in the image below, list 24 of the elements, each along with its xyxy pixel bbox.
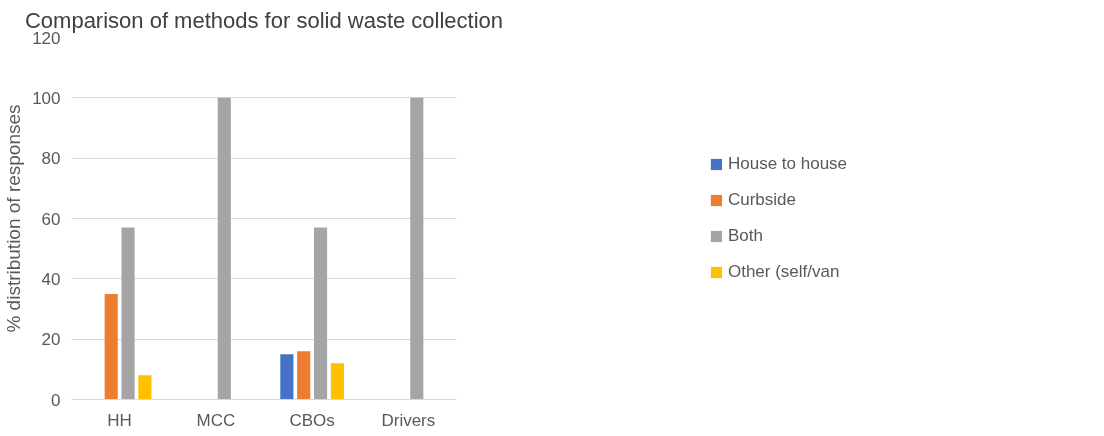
legend-label: Other (self/van [727, 262, 840, 282]
bar [138, 375, 152, 400]
y-tick-label: 40 [41, 269, 61, 289]
legend-label: House to house [727, 154, 848, 174]
x-tick-label: MCC [196, 410, 236, 430]
x-tick-label: CBOs [289, 410, 335, 430]
bar [104, 293, 118, 400]
bar [217, 97, 231, 400]
bar [280, 354, 294, 400]
legend-label: Curbside [727, 190, 796, 210]
y-tick-label: 0 [51, 390, 61, 410]
y-tick-label: 20 [41, 330, 61, 350]
bar [121, 227, 135, 400]
y-tick-label: 80 [41, 149, 61, 169]
x-tick-label: Drivers [381, 410, 436, 430]
bar [297, 351, 311, 400]
y-tick-label: 60 [41, 209, 61, 229]
bar [313, 227, 328, 400]
bar [330, 363, 344, 400]
y-axis-title: % distribution of responses [3, 104, 25, 333]
legend-label: Both [727, 226, 763, 246]
bar [410, 97, 424, 400]
y-tick-label: 100 [32, 88, 61, 108]
x-tick-label: HH [107, 410, 132, 430]
